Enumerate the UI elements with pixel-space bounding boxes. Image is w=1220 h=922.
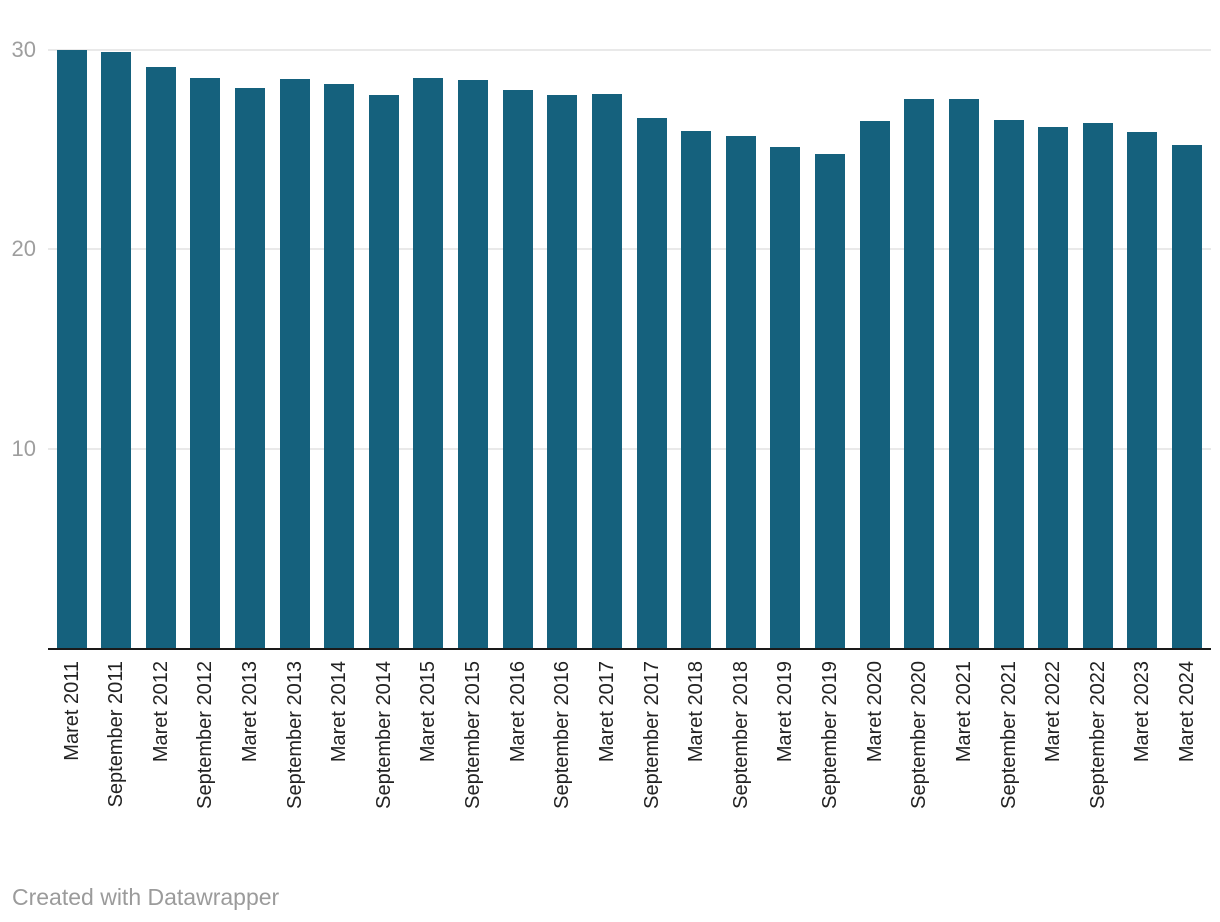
bar	[279, 78, 310, 648]
gridline	[48, 447, 1211, 450]
bar	[368, 95, 399, 648]
bar	[1172, 145, 1202, 648]
bar	[190, 78, 221, 648]
plot-area	[48, 0, 1211, 650]
bar	[725, 136, 756, 648]
x-tick-label: September 2020	[908, 661, 931, 809]
bar	[1082, 122, 1113, 648]
bar	[948, 99, 979, 648]
x-tick-label: Maret 2022	[1042, 661, 1065, 763]
x-tick-label: September 2013	[283, 661, 306, 809]
y-tick-label: 10	[11, 435, 36, 461]
bar	[770, 146, 801, 648]
y-axis: 10 20 30	[0, 0, 36, 648]
bar	[904, 98, 935, 648]
x-tick-label: Maret 2024	[1176, 661, 1198, 763]
bar	[993, 119, 1024, 648]
x-tick-label: September 2019	[819, 661, 842, 809]
x-tick-label: Maret 2013	[238, 661, 261, 763]
gridline	[48, 49, 1211, 51]
x-tick-label: Maret 2018	[685, 661, 708, 763]
bar	[502, 89, 533, 648]
x-tick-label: Maret 2021	[952, 661, 975, 763]
x-tick-label: September 2018	[729, 661, 752, 809]
x-tick-label: Maret 2014	[328, 661, 351, 763]
x-tick-label: Maret 2017	[595, 661, 618, 763]
bar	[547, 94, 578, 648]
x-tick-label: September 2022	[1086, 661, 1109, 809]
x-tick-label: September 2017	[640, 661, 663, 809]
bar	[101, 52, 132, 648]
x-tick-label: September 2015	[462, 661, 485, 809]
x-tick-label: Maret 2019	[774, 661, 797, 763]
x-tick-label: September 2014	[372, 661, 395, 809]
bar	[324, 84, 355, 648]
bar	[1038, 126, 1069, 648]
gridline	[48, 248, 1211, 251]
bar	[1127, 131, 1158, 648]
bar	[234, 88, 265, 648]
x-tick-label: Maret 2015	[417, 661, 440, 763]
bar	[815, 153, 846, 648]
bar	[636, 118, 667, 648]
bar	[413, 78, 444, 648]
bar	[145, 67, 176, 648]
y-tick-label: 20	[11, 236, 36, 262]
bar	[681, 130, 712, 648]
bar	[859, 121, 890, 648]
x-tick-label: September 2016	[551, 661, 574, 809]
datawrapper-credit[interactable]: Created with Datawrapper	[12, 884, 280, 910]
y-tick-label: 30	[11, 37, 36, 62]
x-tick-label: Maret 2020	[863, 661, 886, 763]
x-tick-label: Maret 2023	[1131, 661, 1154, 763]
x-tick-label: Maret 2012	[149, 661, 172, 763]
bar	[56, 49, 87, 648]
bar	[458, 79, 489, 648]
x-tick-label: Maret 2011	[60, 661, 83, 761]
bar	[591, 94, 622, 648]
x-tick-label: September 2021	[997, 661, 1020, 809]
x-tick-label: September 2011	[105, 661, 128, 808]
x-tick-label: September 2012	[194, 661, 217, 809]
x-tick-label: Maret 2016	[506, 661, 529, 763]
